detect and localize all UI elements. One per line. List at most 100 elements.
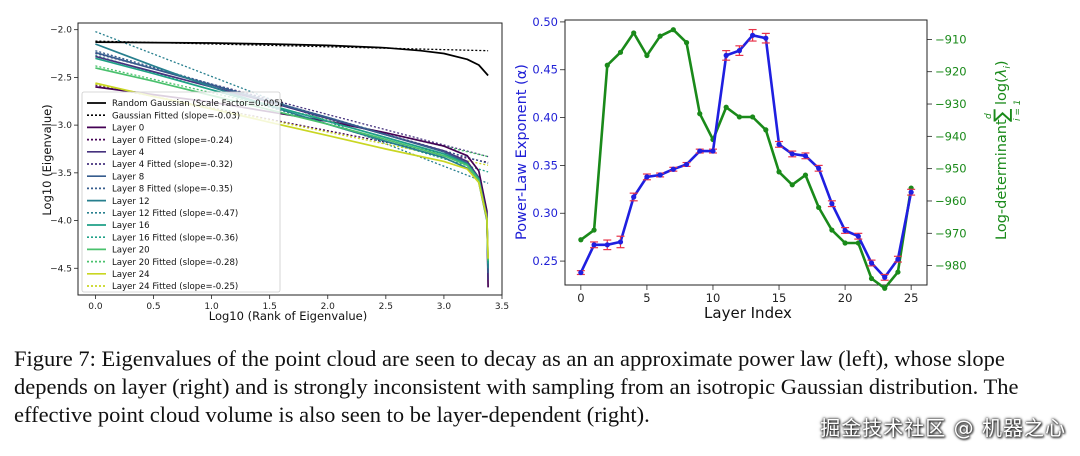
- alpha-point: [750, 32, 756, 38]
- svg-text:i = 1: i = 1: [1013, 100, 1023, 122]
- legend-entry-label: Layer 4 Fitted (slope=-0.32): [112, 160, 233, 170]
- left-legend: Random Gaussian (Scale Factor=0.005) Gaus…: [81, 91, 283, 293]
- left-x-tick-label: 0.0: [88, 302, 103, 312]
- right-x-tick-label: 25: [904, 291, 919, 305]
- right-x-tick-label: 5: [643, 291, 650, 305]
- right-x-ticks: 0 5 10 15 20 25: [577, 285, 918, 305]
- right-right-y-axis-label: Log-determinant ∑ d i = 1 log(λi): [984, 60, 1023, 240]
- legend-entry-label: Layer 20: [112, 246, 150, 256]
- left-x-tick-label: 2.5: [379, 302, 393, 312]
- left-chart-eigenvalue-decay: 0.0 0.5 1.0 1.5 2.0 2.5 3.0 3.5 −2.0 −2.5 −3.0 −3.…: [40, 22, 509, 323]
- logdet-point: [776, 169, 782, 175]
- legend-entry-label: Layer 0 Fitted (slope=-0.24): [112, 136, 233, 146]
- logdet-point: [617, 49, 624, 55]
- right-left-y-axis-label: Power-Law Exponent (α): [514, 64, 530, 240]
- left-x-ticks: 0.0 0.5 1.0 1.5 2.0 2.5 3.0 3.5: [88, 295, 509, 312]
- right-left-y-tick-label: 0.50: [532, 15, 558, 29]
- right-left-y-tick-label: 0.45: [532, 63, 558, 77]
- right-logdet-series: [578, 27, 914, 291]
- left-y-tick-label: −2.0: [50, 26, 72, 36]
- logdet-point: [868, 275, 875, 282]
- alpha-point: [604, 242, 610, 248]
- figure: 0.0 0.5 1.0 1.5 2.0 2.5 3.0 3.5 −2.0 −2.5 −3.0 −3.…: [40, 15, 1023, 323]
- logdet-point: [789, 182, 795, 188]
- alpha-point: [763, 35, 769, 41]
- logdet-point: [736, 114, 742, 120]
- logdet-point: [750, 114, 756, 120]
- legend-entry-label: Layer 4: [112, 148, 144, 158]
- right-right-y-tick-label: −960: [935, 194, 967, 208]
- left-x-tick-label: 3.0: [437, 302, 452, 312]
- logdet-point: [895, 269, 901, 275]
- logdet-line: [580, 28, 913, 290]
- alpha-point: [802, 153, 809, 159]
- logdet-point: [604, 62, 610, 68]
- left-x-axis-label: Log10 (Rank of Eigenvalue): [209, 309, 367, 323]
- left-y-tick-label: −3.5: [50, 169, 72, 179]
- right-chart-layer-dependence: 0 5 10 15 20 25 0.25 0.30 0.35 0.40 0.45 0.50 −980…: [514, 15, 1023, 322]
- logdet-point: [591, 227, 597, 233]
- logdet-point: [816, 204, 822, 211]
- alpha-point: [868, 260, 875, 266]
- alpha-point: [895, 256, 901, 262]
- left-y-tick-label: −4.5: [50, 264, 72, 274]
- alpha-point: [697, 148, 703, 154]
- svg-text:Log-determinant: Log-determinant: [994, 119, 1010, 240]
- alpha-point: [670, 166, 676, 172]
- alpha-point: [736, 48, 742, 54]
- left-x-tick-label: 2.0: [321, 302, 336, 312]
- logdet-point: [683, 40, 690, 46]
- alpha-point: [908, 189, 914, 195]
- logdet-point: [644, 52, 650, 59]
- right-right-y-tick-label: −910: [935, 32, 967, 46]
- left-plot-frame: [77, 22, 503, 296]
- alpha-point: [816, 165, 822, 171]
- left-y-tick-label: −3.0: [50, 121, 72, 131]
- alpha-point: [710, 148, 716, 154]
- watermark: 掘金技术社区 @ 机器之心: [820, 416, 1066, 440]
- left-legend-box: [81, 91, 281, 293]
- logdet-point: [829, 227, 835, 233]
- right-plot-frame: [564, 19, 928, 286]
- right-right-y-tick-label: −930: [935, 97, 967, 111]
- alpha-point: [789, 151, 795, 157]
- alpha-point: [578, 269, 584, 276]
- right-right-y-tick-label: −950: [935, 162, 967, 176]
- legend-entry-label: Layer 8: [112, 172, 144, 182]
- alpha-point: [723, 52, 729, 58]
- legend-entry-label: Layer 8 Fitted (slope=-0.35): [112, 185, 233, 195]
- right-x-tick-label: 20: [838, 291, 853, 305]
- right-right-y-tick-label: −940: [935, 129, 967, 143]
- legend-entry-label: Layer 0: [112, 124, 144, 134]
- svg-text:d: d: [984, 113, 994, 119]
- logdet-point: [882, 285, 888, 291]
- alpha-point: [591, 242, 597, 248]
- right-x-axis-label: Layer Index: [704, 304, 792, 322]
- logdet-point: [631, 30, 637, 36]
- logdet-point: [802, 172, 809, 178]
- left-x-tick-label: 1.5: [263, 302, 277, 312]
- right-x-tick-label: 10: [706, 291, 721, 305]
- logdet-point: [697, 111, 703, 117]
- right-left-y-tick-label: 0.40: [532, 111, 558, 125]
- svg-text:∑: ∑: [989, 108, 1013, 122]
- left-y-tick-label: −2.5: [50, 73, 72, 83]
- alpha-point: [657, 172, 663, 178]
- legend-entry-label: Layer 16: [112, 221, 150, 231]
- left-x-tick-label: 0.5: [146, 302, 160, 312]
- right-left-y-tick-label: 0.25: [532, 254, 558, 268]
- right-right-y-tick-label: −920: [935, 65, 967, 79]
- logdet-point: [670, 27, 676, 33]
- alpha-point: [617, 239, 624, 245]
- legend-entry-label: Layer 12: [112, 197, 150, 207]
- right-right-y-tick-label: −980: [935, 259, 967, 273]
- left-series-line-0: [95, 41, 489, 77]
- right-left-y-tick-label: 0.35: [532, 158, 558, 172]
- legend-entry-label: Random Gaussian (Scale Factor=0.005): [112, 99, 283, 109]
- logdet-point: [723, 104, 729, 110]
- left-x-tick-label: 3.5: [495, 302, 509, 312]
- alpha-line: [579, 33, 913, 279]
- right-left-y-ticks: 0.25 0.30 0.35 0.40 0.45 0.50: [532, 15, 565, 268]
- alpha-point: [776, 141, 782, 147]
- legend-entry-label: Gaussian Fitted (slope=-0.03): [112, 111, 240, 121]
